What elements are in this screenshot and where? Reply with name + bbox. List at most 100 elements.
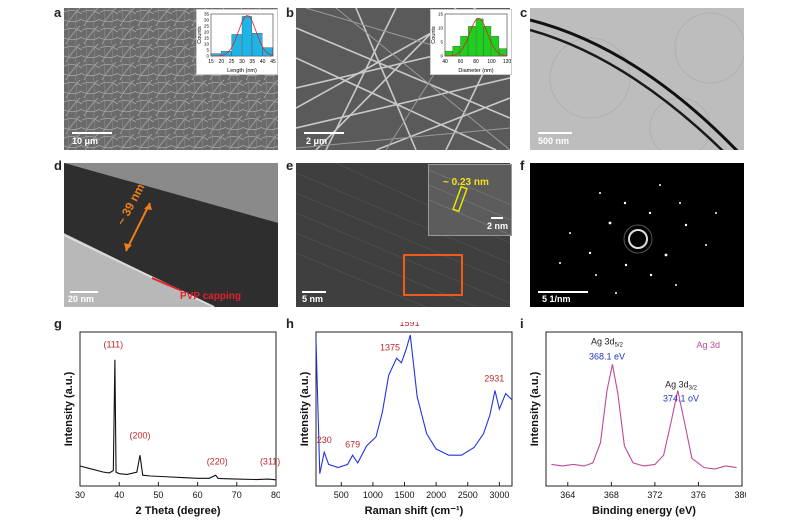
panel-label-c: c [520, 5, 528, 20]
peak-annotation: (111) [103, 339, 123, 349]
diffraction-spots [559, 184, 717, 294]
spectrum-line [79, 359, 277, 481]
scalebar-line-a [72, 132, 112, 134]
x-tick-label: 50 [153, 490, 163, 500]
raman-chart: 500 1000 1500 2000 2500 3000 Raman shift (cm⁻¹… [299, 322, 513, 517]
inset-y-tick: 0 [440, 54, 443, 59]
xrd-chart: 30 40 50 60 70 80 2 Theta (degree) Intensity (a… [63, 331, 280, 517]
inset-x-tick: 40 [260, 59, 266, 65]
inset-y-tick: 10 [204, 42, 210, 47]
inset-y-label: Counts [197, 26, 203, 44]
scalebar-line-f [538, 291, 588, 293]
nanowire-edge-texture [64, 163, 278, 307]
panel-label-b: b [286, 5, 294, 20]
inset-x-tick: 120 [503, 59, 511, 65]
scalebar-f: 5 1/nm [542, 294, 571, 304]
spectrum-line [315, 334, 513, 474]
gaussian-fit-line [444, 17, 508, 57]
peak-annotation: 1375 [380, 342, 400, 352]
diameter-histogram-inset: 40 60 80 100 120 0 5 10 15 Diameter (nm) Counts [430, 9, 512, 75]
x-tick-label: 30 [75, 490, 85, 500]
x-axis-title: Binding energy (eV) [592, 505, 696, 517]
inset-x-tick: 40 [442, 59, 448, 65]
scalebar-b: 2 μm [306, 136, 328, 146]
panel-label-h: h [286, 316, 294, 331]
x-tick-label: 1500 [395, 490, 415, 500]
plot-frame [79, 331, 277, 487]
peak-annotation: 1591 [400, 322, 420, 328]
histogram-bar [452, 45, 461, 57]
histogram-bar [475, 18, 484, 57]
inset-y-label: Counts [431, 26, 437, 44]
inset-y-tick: 15 [204, 36, 210, 41]
histogram-bar [499, 48, 507, 57]
panel-label-f: f [520, 158, 525, 173]
peak-annotation: 679 [345, 440, 360, 450]
x-tick-label: 372 [647, 490, 662, 500]
scalebar-line-c [538, 132, 572, 134]
x-tick-label: 376 [691, 490, 706, 500]
scalebar-line-b [304, 132, 344, 134]
inset-x-tick: 80 [473, 59, 479, 65]
x-tick-label: 364 [560, 490, 575, 500]
single-nanowire-texture [530, 12, 744, 150]
inset-x-label: Length (nm) [227, 68, 257, 74]
scalebar-e-inset: 2 nm [487, 221, 509, 231]
x-tick-label: 500 [334, 490, 349, 500]
y-axis-title: Intensity (a.u.) [63, 371, 75, 446]
inset-x-tick: 25 [229, 59, 235, 65]
inset-x-tick: 20 [219, 59, 225, 65]
histogram-bar [468, 26, 476, 57]
peak-name-label: Ag 3d5/2 [591, 336, 624, 348]
histogram-bar [444, 50, 453, 57]
panel-label-i: i [520, 316, 524, 331]
peak-annotation: 2931 [484, 373, 504, 383]
gaussian-fit-line [210, 15, 274, 57]
x-axis-title: Raman shift (cm⁻¹) [365, 505, 464, 517]
lattice-fringes-texture [296, 163, 510, 307]
xps-legend: Ag 3d [696, 340, 720, 350]
plot-frame [315, 331, 513, 487]
x-tick-label: 368 [604, 490, 619, 500]
peak-energy-label: 368.1 eV [589, 352, 625, 362]
panel-f-saed-pattern: 5 1/nm [530, 163, 744, 307]
peak-annotation: (200) [129, 430, 150, 440]
peak-energy-label: 374.1 oV [663, 393, 699, 403]
xps-chart: 364 368 372 376 380 Binding energy (eV) Intens… [529, 331, 746, 517]
scalebar-d: 20 nm [68, 294, 95, 304]
inset-y-tick: 15 [438, 12, 444, 17]
peak-annotation: (311) [260, 456, 280, 466]
x-tick-label: 40 [114, 490, 124, 500]
x-tick-label: 3000 [489, 490, 509, 500]
inset-x-tick: 45 [270, 59, 276, 65]
scalebar-line-e-inset [491, 217, 503, 219]
x-tick-label: 80 [271, 490, 280, 500]
inset-x-tick: 60 [458, 59, 464, 65]
panel-c-tem-image: 500 nm [530, 8, 744, 150]
inset-y-tick: 5 [206, 48, 209, 53]
histogram-bar [231, 34, 242, 57]
inset-y-tick: 0 [206, 54, 209, 59]
histogram-bar [252, 33, 263, 57]
inset-y-tick: 20 [204, 30, 210, 35]
peak-annotation: (220) [207, 456, 228, 466]
inset-y-tick: 10 [438, 26, 444, 31]
histogram-bar [262, 47, 273, 57]
y-axis-title: Intensity (a.u.) [529, 371, 541, 446]
inset-x-tick: 30 [239, 59, 245, 65]
inset-x-tick: 100 [487, 59, 496, 65]
x-tick-label: 2500 [458, 490, 478, 500]
inset-y-tick: 35 [204, 12, 210, 17]
x-tick-label: 380 [734, 490, 746, 500]
inset-y-tick: 25 [204, 24, 210, 29]
inset-x-tick: 15 [208, 59, 214, 65]
d-spacing-annotation: ~ 0.23 nm [443, 177, 489, 188]
histogram-bar [483, 26, 492, 57]
histogram-bar [491, 36, 499, 57]
length-histogram-inset: 15 20 25 30 35 40 45 0 5 10 15 20 25 30 35 Length (nm) C… [196, 9, 278, 75]
scalebar-a: 10 μm [72, 136, 99, 146]
histogram-bar [241, 16, 252, 57]
x-axis-title: 2 Theta (degree) [136, 505, 221, 517]
inset-y-tick: 5 [440, 40, 443, 45]
scalebar-e: 5 nm [302, 294, 324, 304]
